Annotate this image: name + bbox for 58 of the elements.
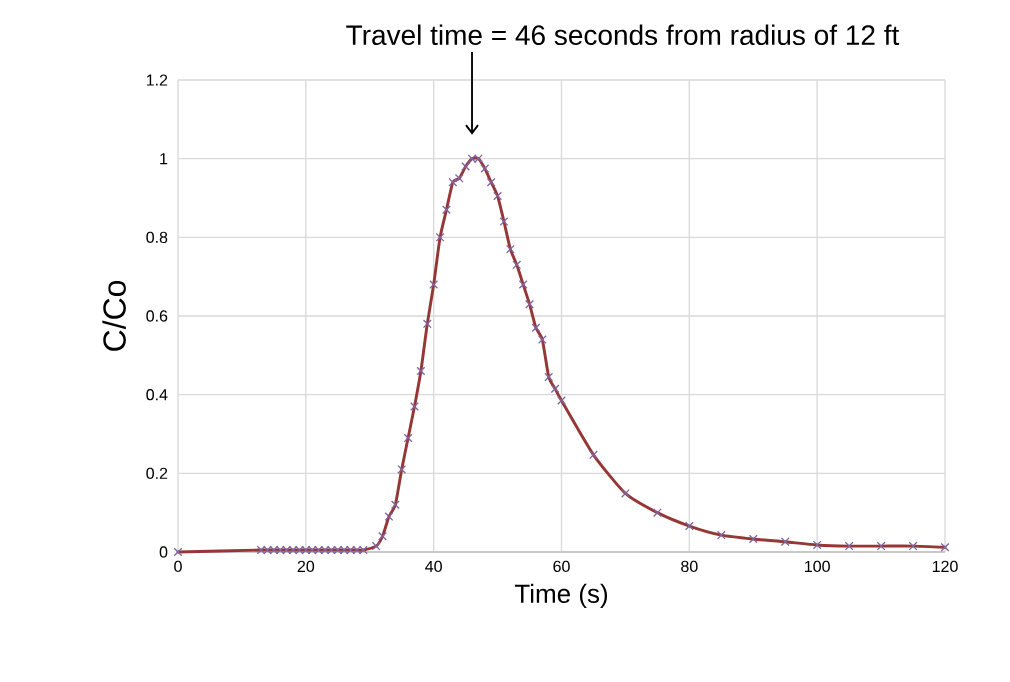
x-tick-label: 60 xyxy=(553,560,570,573)
point xyxy=(422,319,432,329)
point xyxy=(410,402,419,411)
point xyxy=(512,260,522,270)
point xyxy=(403,433,413,443)
y-tick-label: 0.4 xyxy=(146,389,168,401)
point xyxy=(416,366,426,376)
point xyxy=(537,335,547,345)
y-tick-label: 0.8 xyxy=(146,231,168,243)
y-tick-label: 0.6 xyxy=(146,310,168,322)
x-tick-label: 100 xyxy=(805,560,830,573)
y-tick-label: 1.2 xyxy=(146,74,168,86)
point xyxy=(876,541,886,551)
point xyxy=(435,232,445,242)
point xyxy=(499,217,509,227)
point xyxy=(429,280,439,289)
point xyxy=(454,173,464,183)
point xyxy=(652,508,662,518)
point xyxy=(620,488,630,498)
point xyxy=(518,280,528,289)
point xyxy=(908,541,918,551)
point xyxy=(371,541,381,551)
point xyxy=(486,177,496,187)
point xyxy=(378,531,387,541)
y-tick-label: 0 xyxy=(159,546,168,558)
point xyxy=(384,512,394,522)
point xyxy=(940,542,950,552)
point xyxy=(812,540,822,550)
point xyxy=(461,162,471,171)
point xyxy=(550,384,560,394)
y-axis-title: C/Co xyxy=(102,280,126,351)
x-tick-label: 0 xyxy=(174,560,182,573)
point xyxy=(716,530,726,540)
point xyxy=(748,534,758,544)
y-tick-label: 0.2 xyxy=(146,467,168,479)
point xyxy=(480,164,490,173)
point xyxy=(557,396,566,406)
point xyxy=(505,244,515,254)
point xyxy=(397,464,407,474)
point xyxy=(844,541,854,551)
x-tick-label: 120 xyxy=(932,560,958,573)
point xyxy=(589,450,598,460)
point xyxy=(448,177,458,187)
point xyxy=(525,299,534,309)
point xyxy=(493,191,503,201)
x-tick-label: 40 xyxy=(425,560,442,573)
x-axis-title: Time (s) xyxy=(514,583,608,609)
point xyxy=(544,372,554,382)
point xyxy=(442,205,451,215)
point xyxy=(390,500,400,510)
point xyxy=(780,537,790,547)
y-tick-label: 1 xyxy=(160,153,168,165)
text: Travel time = 46 seconds from radius of 12 ft xyxy=(346,24,900,46)
x-tick-label: 20 xyxy=(297,560,315,573)
x-tick-label: 80 xyxy=(681,560,698,573)
point xyxy=(173,547,183,557)
point xyxy=(531,323,541,333)
point xyxy=(684,521,694,531)
